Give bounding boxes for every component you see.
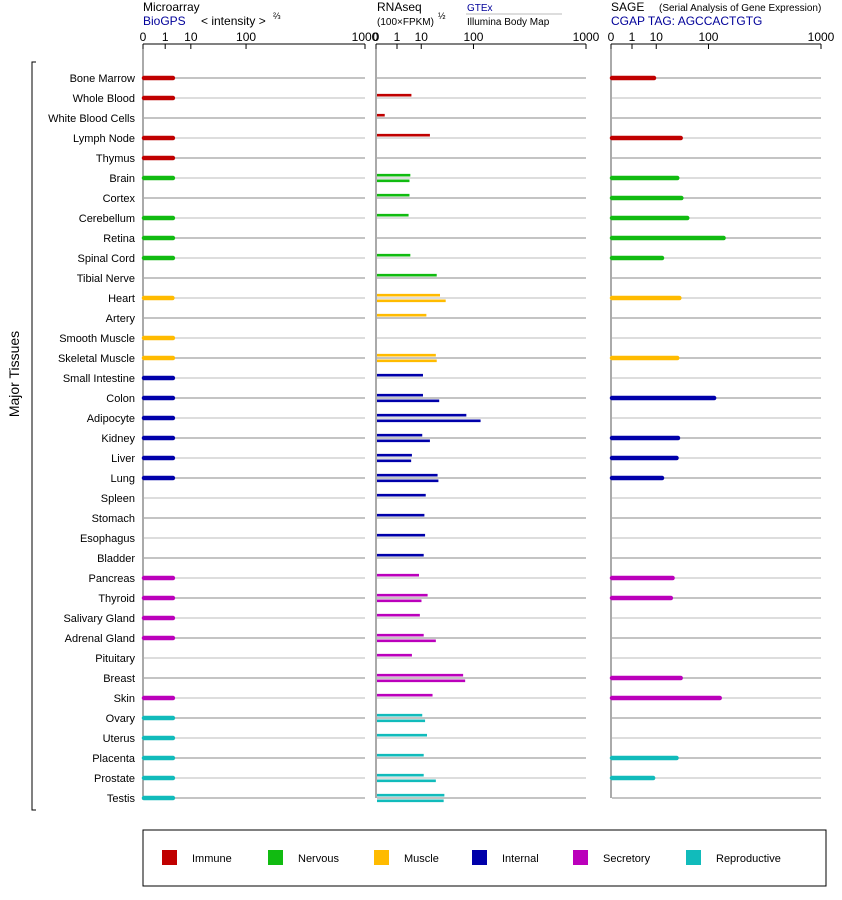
microarray-tick-label: 0 — [140, 30, 147, 44]
sage-tag-label: CGAP TAG: AGCCACTGTG — [611, 14, 762, 28]
tissue-label: Colon — [106, 393, 135, 405]
rnaseq-source-illumina: Illumina Body Map — [467, 17, 550, 28]
microarray-tick-label: 100 — [236, 30, 256, 44]
tissue-label: Esophagus — [80, 533, 136, 545]
rnaseq-tick-label: 1 — [394, 30, 401, 44]
legend-label: Nervous — [298, 853, 339, 865]
bars — [141, 75, 726, 803]
tissue-label: Cortex — [103, 193, 136, 205]
legend: Immune Nervous Muscle Internal Secretory Repr… — [162, 850, 781, 865]
tissue-label: Bladder — [97, 553, 135, 565]
tissue-label: Ovary — [106, 713, 136, 725]
sage-subtitle: (Serial Analysis of Gene Expression) — [659, 3, 821, 14]
gridlines — [144, 77, 821, 799]
tissue-label: Artery — [106, 313, 136, 325]
tissue-label: Pituitary — [95, 653, 135, 665]
legend-swatch — [686, 850, 701, 865]
tissue-label: Stomach — [92, 513, 135, 525]
legend-label: Internal — [502, 853, 539, 865]
rnaseq-tick-label: 1000 — [573, 30, 600, 44]
tissue-label: Adipocyte — [87, 413, 135, 425]
tissue-label: Whole Blood — [73, 93, 135, 105]
sage-tick-label: 10 — [650, 30, 664, 44]
rnaseq-tick-label: 0 — [373, 30, 380, 44]
rnaseq-unit-exponent: ½ — [438, 11, 446, 21]
microarray-header: Microarray BioGPS < intensity > ⅔ — [143, 0, 281, 28]
sage-title: SAGE — [611, 0, 644, 14]
microarray-source: BioGPS — [143, 14, 186, 28]
legend-swatch — [573, 850, 588, 865]
rnaseq-header: RNAseq (100×FPKM) ½ GTEx Illumina Body M… — [377, 0, 562, 28]
tissue-label: Salivary Gland — [63, 613, 135, 625]
tissue-label: Thyroid — [98, 593, 135, 605]
legend-label: Immune — [192, 853, 232, 865]
legend-label: Secretory — [603, 853, 651, 865]
sage-tick-label: 0 — [608, 30, 615, 44]
legend-label: Reproductive — [716, 853, 781, 865]
tissue-label: Lymph Node — [73, 133, 135, 145]
legend-swatch — [472, 850, 487, 865]
sage-tick-label: 1000 — [808, 30, 835, 44]
tissue-label: Thymus — [96, 153, 136, 165]
tissue-label: Prostate — [94, 773, 135, 785]
rnaseq-tick-label: 10 — [415, 30, 429, 44]
tissue-label: Placenta — [92, 753, 136, 765]
tissue-label: Kidney — [101, 433, 135, 445]
tissue-label: Retina — [103, 233, 136, 245]
tissue-label: Liver — [111, 453, 135, 465]
tissue-label: Smooth Muscle — [59, 333, 135, 345]
rnaseq-source-gtex: GTEx — [467, 3, 493, 14]
tissue-label: Pancreas — [89, 573, 136, 585]
microarray-tick-label: 1000 — [352, 30, 379, 44]
rnaseq-tick-label: 100 — [463, 30, 483, 44]
tissue-label: Brain — [109, 173, 135, 185]
rnaseq-unit-label: (100×FPKM) — [377, 17, 434, 28]
y-axis-label: Major Tissues — [6, 331, 22, 417]
microarray-scale-label: < intensity > — [201, 14, 266, 28]
tissue-label: Bone Marrow — [70, 73, 135, 85]
microarray-tick-label: 1 — [162, 30, 169, 44]
tissue-label: Skin — [114, 693, 135, 705]
tissue-label: Tibial Nerve — [77, 273, 135, 285]
legend-swatch — [268, 850, 283, 865]
tissue-label: Cerebellum — [79, 213, 135, 225]
sage-tick-label: 100 — [698, 30, 718, 44]
legend-swatch — [162, 850, 177, 865]
tissue-label: Spinal Cord — [78, 253, 135, 265]
microarray-tick-label: 10 — [184, 30, 198, 44]
tissue-label: Heart — [108, 293, 135, 305]
tissue-labels: Bone Marrow Whole Blood White Blood Cells L… — [48, 73, 136, 805]
tissue-label: Lung — [111, 473, 135, 485]
rnaseq-title: RNAseq — [377, 0, 422, 14]
tissue-label: Uterus — [103, 733, 136, 745]
tissue-label: Small Intestine — [63, 373, 135, 385]
tissue-bracket — [31, 61, 36, 811]
tissue-label: Breast — [103, 673, 135, 685]
tissue-label: White Blood Cells — [48, 113, 135, 125]
tissue-label: Skeletal Muscle — [58, 353, 135, 365]
tissue-label: Testis — [107, 793, 136, 805]
microarray-title: Microarray — [143, 0, 200, 14]
legend-label: Muscle — [404, 853, 439, 865]
sage-tick-label: 1 — [629, 30, 636, 44]
tissue-label: Adrenal Gland — [65, 633, 135, 645]
microarray-scale-exponent: ⅔ — [273, 11, 281, 21]
sage-header: SAGE (Serial Analysis of Gene Expression… — [611, 0, 821, 28]
legend-swatch — [374, 850, 389, 865]
tissue-label: Spleen — [101, 493, 135, 505]
